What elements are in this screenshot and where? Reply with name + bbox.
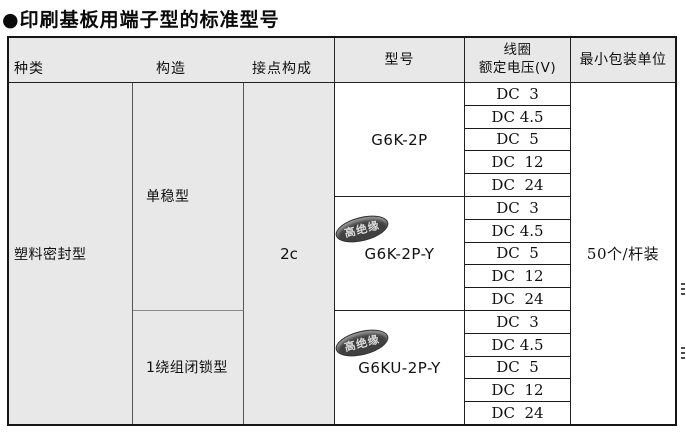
voltage-cell: DC 12 bbox=[465, 151, 571, 175]
header-left-merged-cell: 种类 构造 接点构成 bbox=[9, 38, 335, 83]
voltage-cell: DC 3 bbox=[465, 310, 571, 334]
header-coil-voltage: 线圈 额定电压(V) bbox=[465, 38, 571, 83]
voltage-cell: DC 24 bbox=[465, 402, 571, 424]
voltage-cell: DC 12 bbox=[465, 265, 571, 289]
model-name: G6K-2P bbox=[371, 130, 428, 149]
model-column: G6K-2P 高绝缘 G6K-2P-Y 高绝缘 G6KU-2P-Y bbox=[334, 83, 465, 424]
coil-voltage-column: DC 3 DC 4.5 DC 5 DC 12 DC 24 DC 3 DC 4.5… bbox=[465, 83, 571, 424]
header-coil-voltage-text: 线圈 额定电压(V) bbox=[478, 42, 557, 76]
voltage-cell: DC 12 bbox=[465, 379, 571, 403]
voltage-cell: DC 5 bbox=[465, 356, 571, 380]
model-name: G6K-2P-Y bbox=[364, 244, 435, 263]
header-structure: 构造 bbox=[156, 61, 186, 77]
high-insulation-badge: 高绝缘 bbox=[334, 212, 390, 246]
clipped-text-fragment bbox=[681, 347, 685, 360]
voltage-cell: DC 24 bbox=[465, 174, 571, 197]
standard-models-table: 种类 构造 接点构成 型号 线圈 额定电压(V) 最小包装单位 塑料密封型 单稳… bbox=[7, 36, 677, 426]
voltage-cell: DC 24 bbox=[465, 288, 571, 311]
structure-latching-cell: 1绕组闭锁型 bbox=[133, 310, 244, 424]
kind-cell: 塑料密封型 bbox=[9, 83, 133, 424]
voltage-cell: DC 4.5 bbox=[465, 333, 571, 357]
page-title: ●印刷基板用端子型的标准型号 bbox=[2, 9, 280, 31]
header-kind: 种类 bbox=[14, 61, 44, 77]
model-cell-g6k-2p-y: 高绝缘 G6K-2P-Y bbox=[334, 197, 465, 311]
header-model: 型号 bbox=[335, 38, 465, 83]
voltage-cell: DC 5 bbox=[465, 242, 571, 266]
model-cell-g6ku-2p-y: 高绝缘 G6KU-2P-Y bbox=[334, 311, 465, 424]
structure-column: 单稳型 1绕组闭锁型 bbox=[133, 83, 244, 424]
header-contact-config: 接点构成 bbox=[252, 61, 312, 77]
voltage-cell: DC 5 bbox=[465, 128, 571, 152]
model-cell-g6k-2p: G6K-2P bbox=[335, 83, 465, 197]
model-name: G6KU-2P-Y bbox=[358, 358, 441, 377]
structure-monostable-cell: 单稳型 bbox=[133, 83, 244, 311]
packaging-cell: 50个/杆装 bbox=[571, 83, 675, 424]
voltage-cell: DC 3 bbox=[465, 83, 571, 106]
voltage-cell: DC 3 bbox=[465, 196, 571, 220]
voltage-cell: DC 4.5 bbox=[465, 105, 571, 129]
clipped-text-fragment bbox=[681, 283, 685, 296]
header-packaging-unit: 最小包装单位 bbox=[571, 38, 675, 83]
kind-value: 塑料密封型 bbox=[14, 246, 87, 263]
high-insulation-badge: 高绝缘 bbox=[334, 326, 390, 360]
contact-config-cell: 2c bbox=[244, 83, 335, 424]
voltage-cell: DC 4.5 bbox=[465, 219, 571, 243]
